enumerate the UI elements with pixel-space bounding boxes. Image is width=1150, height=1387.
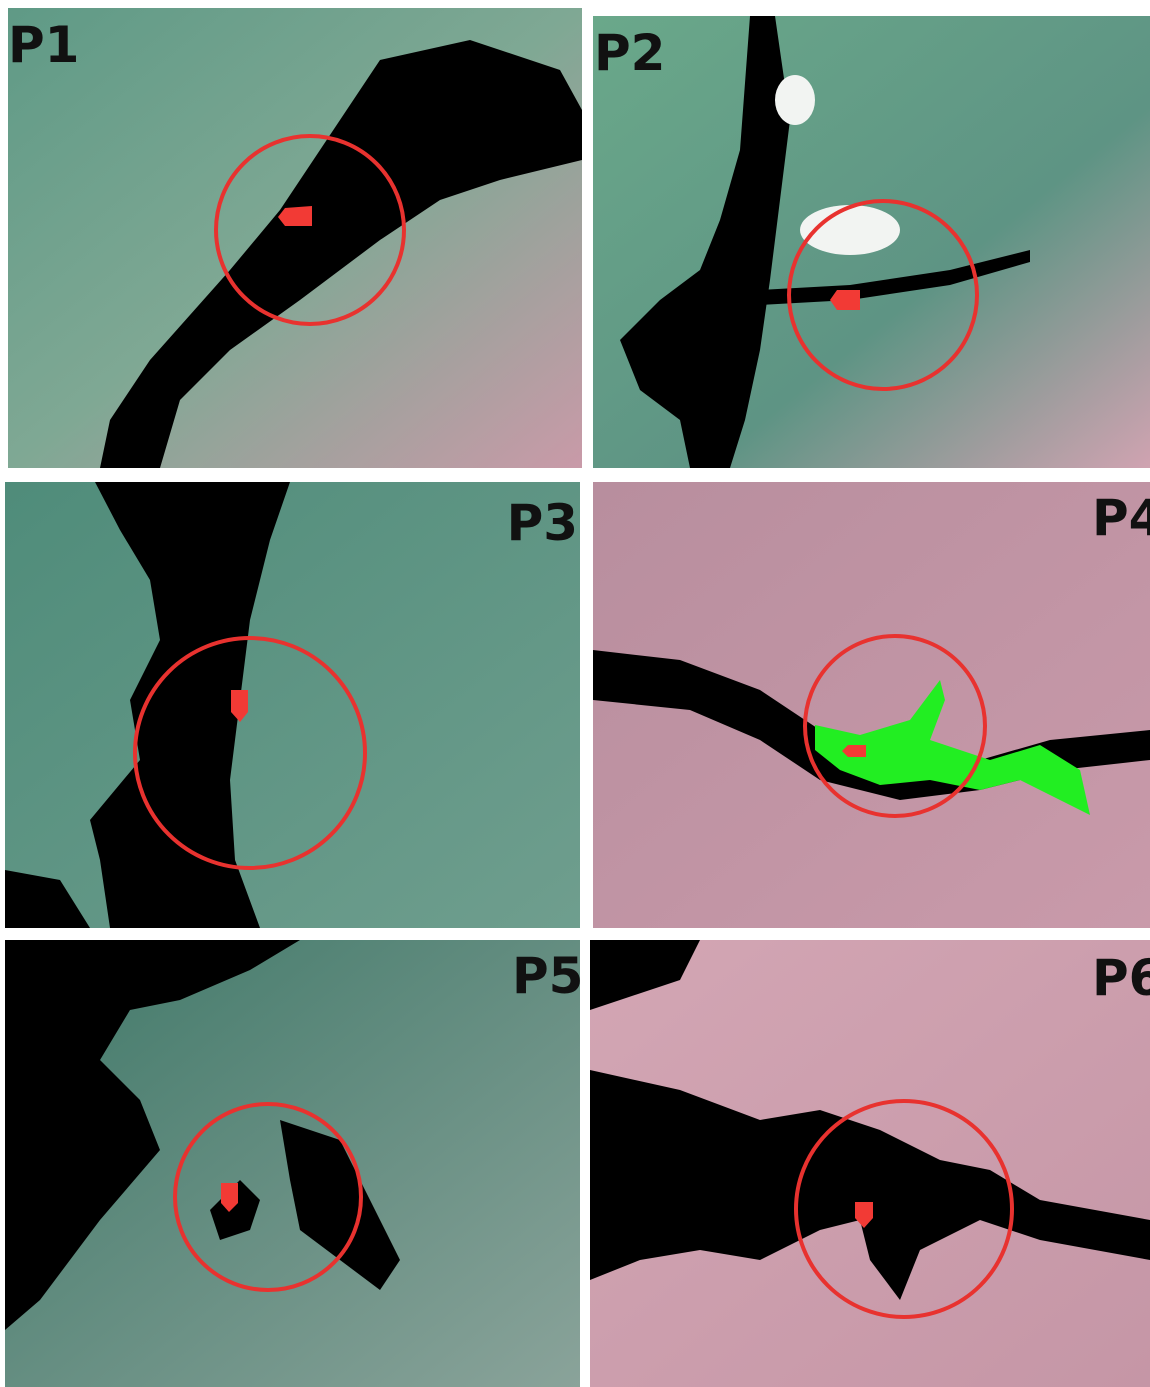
panel: P5 xyxy=(5,940,583,1387)
panel: P4 xyxy=(593,482,1150,928)
panel-label: P2 xyxy=(594,24,665,82)
panel-label: P6 xyxy=(1092,949,1150,1007)
panel-label: P5 xyxy=(512,947,583,1005)
figure: P1 P2 P3 P4 P5 P6 xyxy=(0,0,1150,1387)
panel-label: P3 xyxy=(507,494,578,552)
panel: P2 xyxy=(593,16,1150,468)
cloud xyxy=(775,75,815,125)
panel: P1 xyxy=(8,8,582,468)
panel: P3 xyxy=(5,482,580,928)
panel-label: P4 xyxy=(1092,489,1150,547)
panel-label: P1 xyxy=(8,16,79,74)
panel: P6 xyxy=(590,940,1150,1387)
